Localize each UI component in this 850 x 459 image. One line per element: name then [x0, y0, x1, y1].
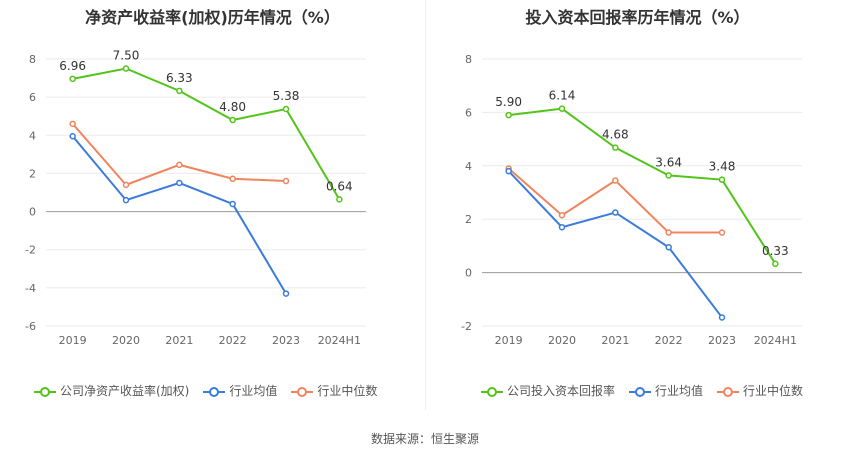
legend-swatch [203, 386, 226, 398]
y-tick-label: 4 [465, 160, 472, 173]
x-tick-label: 2024H1 [318, 334, 361, 347]
data-point [665, 172, 672, 179]
chart-divider [425, 0, 426, 410]
legend-label: 行业中位数 [743, 384, 804, 398]
data-point [69, 75, 76, 83]
data-point [505, 111, 512, 119]
chart-title-roic: 投入资本回报率历年情况（%） [525, 8, 750, 27]
data-point [69, 120, 76, 128]
data-point [718, 229, 726, 236]
series-line [508, 107, 777, 265]
data-label: 3.64 [655, 155, 682, 169]
data-label: 6.33 [166, 71, 193, 85]
data-point [612, 209, 619, 216]
data-point [772, 260, 779, 268]
y-tick-label: -6 [25, 320, 36, 333]
y-tick-label: 2 [29, 167, 36, 180]
data-point [558, 211, 566, 219]
y-tick-label: 6 [465, 106, 472, 119]
data-point [69, 132, 76, 140]
legend-swatch [717, 386, 740, 398]
legend-swatch [34, 386, 56, 398]
x-tick-label: 2022 [219, 334, 247, 347]
roe-line-chart: -6 -4 -2 0 2 4 6 8 2019 2020 2021 2022 2023 2024H1 6.9… [25, 49, 366, 347]
y-tick-label: 0 [29, 206, 36, 219]
legend-swatch [291, 386, 314, 398]
data-point [665, 243, 672, 251]
data-label: 5.38 [273, 89, 300, 103]
data-point [229, 116, 236, 124]
data-label: 0.33 [762, 244, 789, 258]
legend-label: 行业均值 [229, 384, 278, 398]
data-point [612, 144, 619, 151]
data-point [122, 181, 130, 189]
x-tick-label: 2020 [112, 334, 140, 347]
data-label: 0.64 [326, 179, 353, 193]
y-tick-label: -2 [461, 320, 472, 333]
legend-label: 公司净资产收益率(加权) [60, 384, 190, 398]
data-point [176, 87, 183, 95]
data-label: 3.48 [709, 160, 736, 174]
y-tick-label: -4 [25, 282, 36, 295]
x-tick-label: 2020 [548, 334, 576, 347]
series-line [72, 67, 341, 200]
roic-legend: 公司投入资本回报率 行业均值 行业中位数 [481, 382, 817, 399]
legend-item[interactable]: 公司投入资本回报率 [481, 382, 615, 399]
data-point [176, 161, 183, 169]
data-point [282, 290, 290, 297]
x-tick-label: 2021 [165, 334, 193, 347]
legend-item[interactable]: 行业均值 [203, 382, 277, 399]
data-point [665, 229, 672, 236]
data-source: 数据来源：恒生聚源 [370, 432, 479, 446]
data-label: 6.14 [549, 89, 576, 103]
x-tick-label: 2019 [59, 334, 87, 347]
legend-item[interactable]: 行业中位数 [717, 382, 803, 399]
data-point [282, 105, 290, 113]
data-point [122, 65, 130, 72]
y-tick-label: 2 [465, 213, 472, 226]
x-tick-label: 2022 [655, 334, 683, 347]
x-tick-label: 2021 [601, 334, 629, 347]
x-tick-label: 2023 [272, 334, 300, 347]
x-tick-label: 2019 [495, 334, 523, 347]
data-label: 6.96 [59, 59, 86, 73]
series-line [507, 170, 723, 319]
legend-item[interactable]: 行业均值 [629, 382, 703, 399]
data-label: 4.68 [602, 128, 629, 142]
x-tick-label: 2023 [708, 334, 736, 347]
legend-swatch [481, 386, 503, 398]
data-point [505, 167, 512, 175]
data-label: 5.90 [495, 95, 522, 109]
y-tick-label: 4 [29, 129, 36, 142]
x-tick-label: 2024H1 [754, 334, 797, 347]
data-label: 7.50 [113, 49, 140, 63]
data-point [558, 105, 566, 112]
y-tick-label: 6 [29, 91, 36, 104]
legend-item[interactable]: 行业中位数 [291, 382, 377, 399]
y-tick-label: 8 [465, 53, 472, 66]
y-tick-label: 0 [465, 267, 472, 280]
data-label: 4.80 [219, 100, 246, 114]
data-point [282, 177, 290, 185]
legend-item[interactable]: 公司净资产收益率(加权) [34, 382, 189, 399]
roe-legend: 公司净资产收益率(加权) 行业均值 行业中位数 [34, 382, 391, 399]
legend-label: 行业均值 [655, 384, 704, 398]
y-tick-label: -2 [25, 244, 36, 257]
roic-line-chart: -2 0 2 4 6 8 2019 2020 2021 2022 2023 2024H1 5.90 6.1… [461, 53, 802, 347]
data-point [336, 196, 343, 203]
data-point [122, 196, 130, 204]
legend-label: 公司投入资本回报率 [507, 384, 616, 398]
chart-title-roe: 净资产收益率(加权)历年情况（%） [85, 8, 340, 27]
data-point [718, 314, 726, 321]
data-point [229, 200, 236, 208]
data-point [558, 223, 566, 231]
legend-label: 行业中位数 [317, 384, 378, 398]
data-point [229, 175, 236, 183]
legend-swatch [629, 386, 652, 398]
data-point [176, 179, 183, 187]
y-tick-label: 8 [29, 53, 36, 66]
data-point [612, 177, 619, 184]
data-point [718, 176, 726, 183]
